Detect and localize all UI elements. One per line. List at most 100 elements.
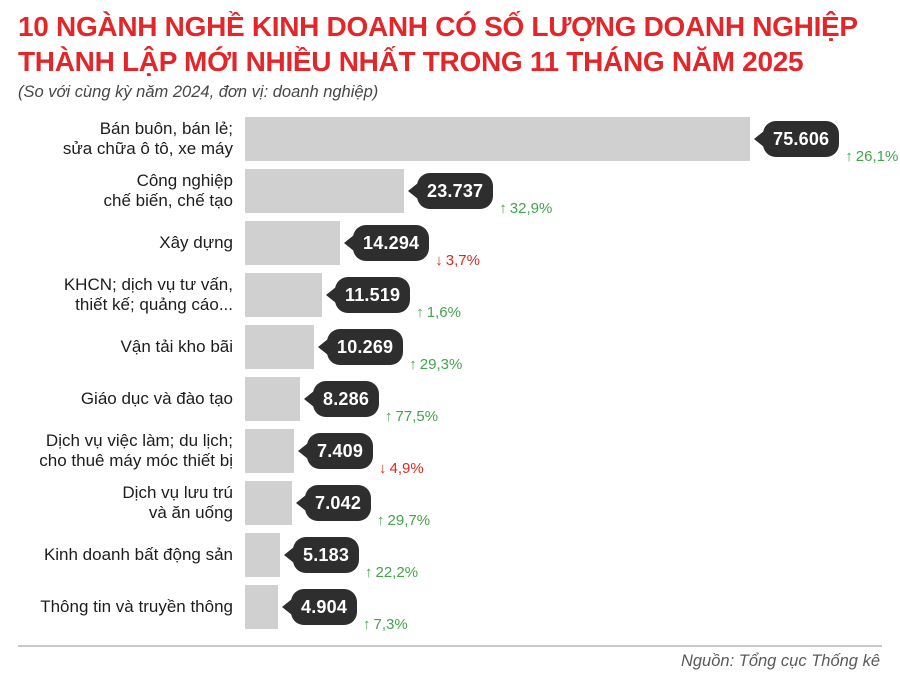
up-arrow-icon: ↑ (416, 304, 424, 322)
footer-divider (18, 645, 882, 647)
category-label: Bán buôn, bán lẻ; sửa chữa ô tô, xe máy (62, 119, 233, 159)
chart-row: Dịch vụ việc làm; du lịch; cho thuê máy … (0, 429, 900, 477)
category-label: Vận tải kho bãi (120, 337, 233, 357)
up-arrow-icon: ↑ (365, 564, 373, 582)
header: 10 NGÀNH NGHỀ KINH DOANH CÓ SỐ LƯỢNG DOA… (0, 0, 900, 102)
bar-area: 11.519 ↑ 1,6% (245, 273, 900, 321)
bar (245, 325, 314, 370)
badge-tail-icon (326, 287, 336, 304)
value-badge: 10.269 (318, 329, 404, 366)
change-percent: 3,7% (445, 252, 480, 270)
category-label: Giáo dục và đào tạo (80, 389, 233, 409)
bar (245, 169, 404, 214)
change-percent: 29,7% (387, 512, 431, 530)
value-badge: 23.737 (408, 173, 494, 210)
badge-tail-icon (754, 131, 764, 148)
category-label: Xây dựng (159, 233, 233, 253)
change-percent: 32,9% (509, 200, 553, 218)
value-label: 8.286 (323, 388, 370, 409)
badge-tail-icon (408, 183, 418, 200)
value-badge: 14.294 (344, 225, 430, 262)
bar (245, 481, 292, 526)
value-badge: 5.183 (284, 537, 360, 574)
value-label: 10.269 (337, 336, 394, 357)
change-label: ↑ 77,5% (385, 408, 438, 425)
category-label: Dịch vụ lưu trú và ăn uống (122, 483, 233, 523)
change-label: ↑ 22,2% (365, 564, 418, 581)
subtitle: (So với cùng kỳ năm 2024, đơn vị: doanh … (18, 83, 379, 102)
value-badge: 75.606 (754, 121, 840, 158)
bar-area: 75.606 ↑ 26,1% (245, 117, 900, 165)
value-badge: 11.519 (326, 277, 411, 314)
value-label: 7.042 (315, 492, 362, 513)
bar (245, 377, 300, 422)
chart-row: Công nghiệp chế biến, chế tạo 23.737 ↑ 32,9… (0, 169, 900, 217)
bar (245, 117, 750, 162)
value-label: 23.737 (427, 180, 484, 201)
page-title-line2: THÀNH LẬP MỚI NHIỀU NHẤT TRONG 11 THÁNG … (18, 45, 804, 77)
up-arrow-icon: ↑ (499, 200, 507, 218)
bar-area: 7.042 ↑ 29,7% (245, 481, 900, 529)
up-arrow-icon: ↑ (363, 616, 371, 634)
value-badge: 4.904 (282, 589, 358, 626)
value-label: 11.519 (345, 284, 401, 305)
bar-chart: Bán buôn, bán lẻ; sửa chữa ô tô, xe máy 7… (0, 117, 900, 633)
badge-tail-icon (318, 339, 328, 356)
bar-area: 5.183 ↑ 22,2% (245, 533, 900, 581)
up-arrow-icon: ↑ (385, 408, 393, 426)
chart-row: Kinh doanh bất động sản 5.183 ↑ 22,2% (0, 533, 900, 581)
category-label: Công nghiệp chế biến, chế tạo (103, 171, 233, 211)
page-title-line1: 10 NGÀNH NGHỀ KINH DOANH CÓ SỐ LƯỢNG DOA… (18, 11, 858, 42)
change-percent: 1,6% (426, 304, 461, 322)
value-label: 7.409 (317, 440, 364, 461)
bar (245, 585, 278, 630)
down-arrow-icon: ↓ (379, 460, 387, 478)
page-title: 10 NGÀNH NGHỀ KINH DOANH CÓ SỐ LƯỢNG DOA… (18, 10, 882, 79)
value-label: 75.606 (773, 128, 830, 149)
change-label: ↓ 3,7% (435, 252, 480, 269)
bar (245, 221, 340, 266)
badge-tail-icon (298, 443, 308, 460)
change-percent: 22,2% (375, 564, 419, 582)
chart-row: KHCN; dịch vụ tư vấn, thiết kế; quảng cá… (0, 273, 900, 321)
bar (245, 273, 322, 318)
down-arrow-icon: ↓ (435, 252, 443, 270)
bar-area: 8.286 ↑ 77,5% (245, 377, 900, 425)
bar-area: 23.737 ↑ 32,9% (245, 169, 900, 217)
value-label: 5.183 (303, 544, 350, 565)
badge-tail-icon (282, 599, 292, 616)
bar-area: 14.294 ↓ 3,7% (245, 221, 900, 269)
value-label: 4.904 (301, 596, 348, 617)
change-label: ↑ 7,3% (363, 616, 408, 633)
change-percent: 26,1% (855, 148, 899, 166)
source-credit: Nguồn: Tổng cục Thống kê (680, 652, 880, 670)
chart-row: Xây dựng 14.294 ↓ 3,7% (0, 221, 900, 269)
change-percent: 29,3% (419, 356, 463, 374)
change-percent: 7,3% (373, 616, 408, 634)
change-label: ↑ 29,3% (409, 356, 462, 373)
chart-row: Thông tin và truyền thông 4.904 ↑ 7,3% (0, 585, 900, 633)
category-label: Kinh doanh bất động sản (43, 545, 233, 565)
badge-tail-icon (304, 391, 314, 408)
badge-tail-icon (296, 495, 306, 512)
up-arrow-icon: ↑ (377, 512, 385, 530)
change-label: ↑ 1,6% (416, 304, 461, 321)
badge-tail-icon (284, 547, 294, 564)
change-label: ↑ 29,7% (377, 512, 430, 529)
bar-area: 10.269 ↑ 29,3% (245, 325, 900, 373)
bar (245, 533, 280, 578)
chart-row: Dịch vụ lưu trú và ăn uống 7.042 ↑ 29,7% (0, 481, 900, 529)
chart-row: Giáo dục và đào tạo 8.286 ↑ 77,5% (0, 377, 900, 425)
change-label: ↑ 26,1% (845, 148, 898, 165)
up-arrow-icon: ↑ (845, 148, 853, 166)
value-badge: 8.286 (304, 381, 380, 418)
change-percent: 77,5% (395, 408, 439, 426)
change-percent: 4,9% (389, 460, 424, 478)
change-label: ↓ 4,9% (379, 460, 424, 477)
value-badge: 7.042 (296, 485, 372, 522)
chart-row: Bán buôn, bán lẻ; sửa chữa ô tô, xe máy 7… (0, 117, 900, 165)
chart-row: Vận tải kho bãi 10.269 ↑ 29,3% (0, 325, 900, 373)
change-label: ↑ 32,9% (499, 200, 552, 217)
up-arrow-icon: ↑ (409, 356, 417, 374)
